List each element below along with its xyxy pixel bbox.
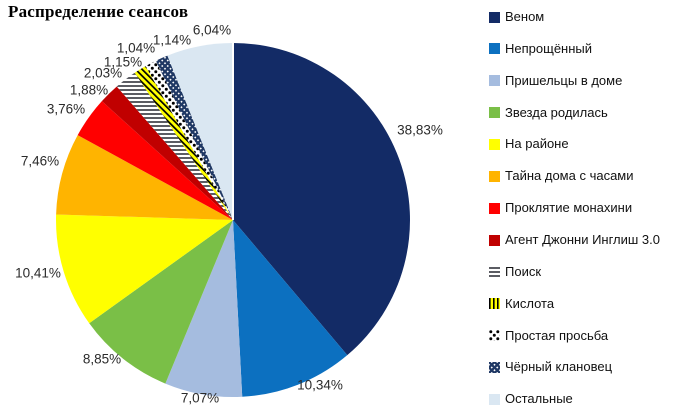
legend-item-1: Непрощённый [489,40,593,56]
legend-item-7: Агент Джонни Инглиш 3.0 [489,233,660,247]
pie-data-label-5: 7,46% [21,154,59,169]
legend-swatch-7 [489,234,500,246]
pie-data-label-10: 1,04% [117,41,155,56]
pie-slice-11 [155,55,233,221]
legend-swatch-8 [489,266,500,278]
legend-swatch-10 [489,330,500,341]
legend-label-10: Простая просьба [505,327,609,343]
pie-data-label-1: 10,34% [297,378,343,393]
legend-label-8: Поиск [505,263,542,279]
legend-swatch-2 [489,75,500,87]
legend-item-8: Поиск [489,263,542,279]
pie-slice-12 [167,43,233,220]
legend: Веном Непрощённый Пришельцы в доме Звезд… [489,0,700,420]
legend-item-4: На районе [489,137,569,151]
legend-item-0: Веном [489,10,544,24]
legend-label-2: Пришельцы в доме [505,72,623,88]
pie-slice-10 [145,60,233,221]
legend-label-0: Веном [505,9,545,24]
pie-slice-8 [116,72,233,220]
legend-swatch-0 [489,11,500,23]
legend-label-1: Непрощённый [505,40,593,56]
pie-data-label-12: 6,04% [193,23,231,38]
pie-data-label-8: 2,03% [84,66,122,81]
pie-slice-9 [134,66,233,220]
legend-item-3: Звезда родилась [489,104,608,120]
pie-data-label-0: 38,83% [397,123,443,138]
legend-label-11: Чёрный клановец [505,359,613,375]
pie-slice-2 [165,220,243,398]
legend-swatch-3 [489,107,500,119]
legend-swatch-6 [489,202,500,214]
pie-slice-7 [101,86,233,220]
pie-data-label-7: 1,88% [70,83,108,98]
pie-slice-0 [233,43,410,356]
legend-swatch-5 [489,170,500,182]
pie-chart: 38,83% 10,34% 7,07% 8,85% 10,41% 7,46% 3,76% 1,… [15,23,443,406]
legend-label-3: Звезда родилась [505,104,608,120]
legend-swatch-4 [489,138,500,150]
pie-slice-5 [56,135,234,220]
legend-item-11: Чёрный клановец [489,360,612,374]
pie-data-label-4: 10,41% [15,266,61,281]
pie-data-label-11: 1,14% [153,33,191,48]
legend-swatch-11 [489,361,500,373]
legend-item-12: Остальные [489,392,573,406]
pie-slice-1 [233,220,348,397]
legend-item-2: Пришельцы в доме [489,72,623,88]
pie-data-label-3: 8,85% [83,352,121,367]
chart-title: Распределение сеансов [8,2,189,21]
legend-label-6: Проклятие монахини [505,200,633,216]
legend-item-5: Тайна дома с часами [489,169,634,183]
legend-swatch-9 [489,298,500,310]
legend-swatch-1 [489,43,500,55]
legend-label-5: Тайна дома с часами [505,168,634,184]
legend-item-6: Проклятие монахини [489,201,632,215]
pie-slice-6 [77,101,234,220]
legend-label-4: На районе [505,136,569,152]
pie-slice-4 [56,214,234,324]
legend-label-7: Агент Джонни Инглиш 3.0 [505,232,661,247]
legend-label-12: Остальные [505,391,573,407]
pie-data-label-6: 3,76% [47,102,85,117]
legend-item-9: Кислота [489,295,555,311]
pie-data-label-2: 7,07% [181,391,219,406]
pie-data-label-9: 1,15% [104,55,142,70]
legend-label-9: Кислота [505,295,555,311]
pie-slice-3 [89,220,233,384]
legend-swatch-12 [489,393,500,405]
legend-item-10: Простая просьба [489,327,609,343]
